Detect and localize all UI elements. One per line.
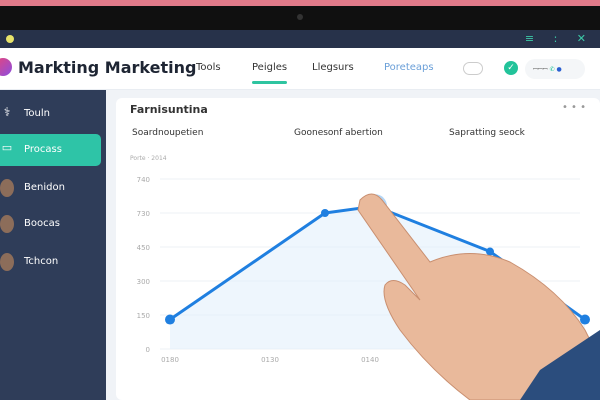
device-bezel	[0, 0, 600, 30]
data-point[interactable]	[486, 247, 494, 256]
window-titlebar: ≡ : ✕	[0, 30, 600, 48]
header: Markting Marketing Tools Peigles Llegsur…	[0, 48, 600, 90]
x-tick-label: 0180	[161, 356, 179, 364]
subtab-2[interactable]: Goonesonf abertion	[294, 128, 383, 138]
avatar	[0, 215, 14, 233]
nav-tools[interactable]: Tools	[196, 62, 221, 73]
monitor-icon: ▭	[1, 141, 13, 154]
check-icon[interactable]: ✓	[504, 61, 518, 75]
x-tick-label: 0130	[261, 356, 279, 364]
sidebar-item-label: Benidon	[24, 182, 65, 193]
sidebar-item-tchcon[interactable]: Tchcon	[0, 246, 101, 278]
sidebar-item-label: Touln	[24, 108, 50, 119]
nav-poreteaps[interactable]: Poreteaps	[384, 62, 434, 73]
window-controls[interactable]: ≡ : ✕	[524, 32, 594, 45]
sidebar-item-label: Tchcon	[24, 256, 59, 267]
window-dot[interactable]	[6, 35, 14, 43]
sidebar-item-procass[interactable]: ▭ Procass	[0, 134, 101, 166]
nav-llegsurs[interactable]: Llegsurs	[312, 62, 354, 73]
more-menu-icon[interactable]: • • •	[561, 102, 586, 113]
x-tick-label: 0140	[361, 356, 379, 364]
status-pill[interactable]: ꟷꟷꟷ ✆ ●	[525, 59, 585, 79]
chart-caption: Porte · 2014	[130, 155, 167, 162]
sidebar-item-label: Procass	[24, 144, 62, 155]
y-tick-label: 740	[137, 176, 150, 184]
subtab-1[interactable]: Soardnoupetien	[132, 128, 204, 138]
caduceus-icon: ⚕	[3, 105, 11, 119]
y-tick-label: 300	[137, 278, 150, 286]
toggle-switch[interactable]	[463, 62, 483, 75]
y-tick-label: 0	[146, 346, 150, 354]
sidebar-item-touln[interactable]: ⚕ Touln	[0, 98, 101, 130]
data-point[interactable]	[165, 314, 175, 325]
sidebar-item-boocas[interactable]: Boocas	[0, 208, 101, 240]
avatar	[0, 179, 14, 197]
y-tick-label: 730	[137, 210, 150, 218]
logo-icon	[0, 58, 12, 76]
camera	[297, 14, 303, 20]
data-point[interactable]	[321, 209, 329, 217]
sidebar: ⚕ Touln ▭ Procass Benidon Boocas Tchcon	[0, 90, 106, 400]
y-tick-label: 150	[137, 312, 150, 320]
x-tick-label: 0138	[561, 356, 579, 364]
card-title: Farnisuntina	[130, 103, 208, 116]
mic-icon: ●	[556, 66, 562, 73]
x-tick-label: 3038	[461, 356, 479, 364]
avatar	[0, 253, 14, 271]
sidebar-item-label: Boocas	[24, 218, 60, 229]
sidebar-item-benidon[interactable]: Benidon	[0, 172, 101, 204]
app-title: Markting Marketing	[18, 58, 197, 77]
nav-peigles[interactable]: Peigles	[252, 62, 288, 84]
status-pill-text: ꟷꟷꟷ	[533, 66, 548, 73]
y-tick-label: 450	[137, 244, 150, 252]
data-point[interactable]	[371, 202, 379, 211]
phone-icon: ✆	[549, 66, 555, 73]
data-point[interactable]	[580, 314, 590, 325]
subtab-3[interactable]: Sapratting seock	[449, 128, 525, 138]
